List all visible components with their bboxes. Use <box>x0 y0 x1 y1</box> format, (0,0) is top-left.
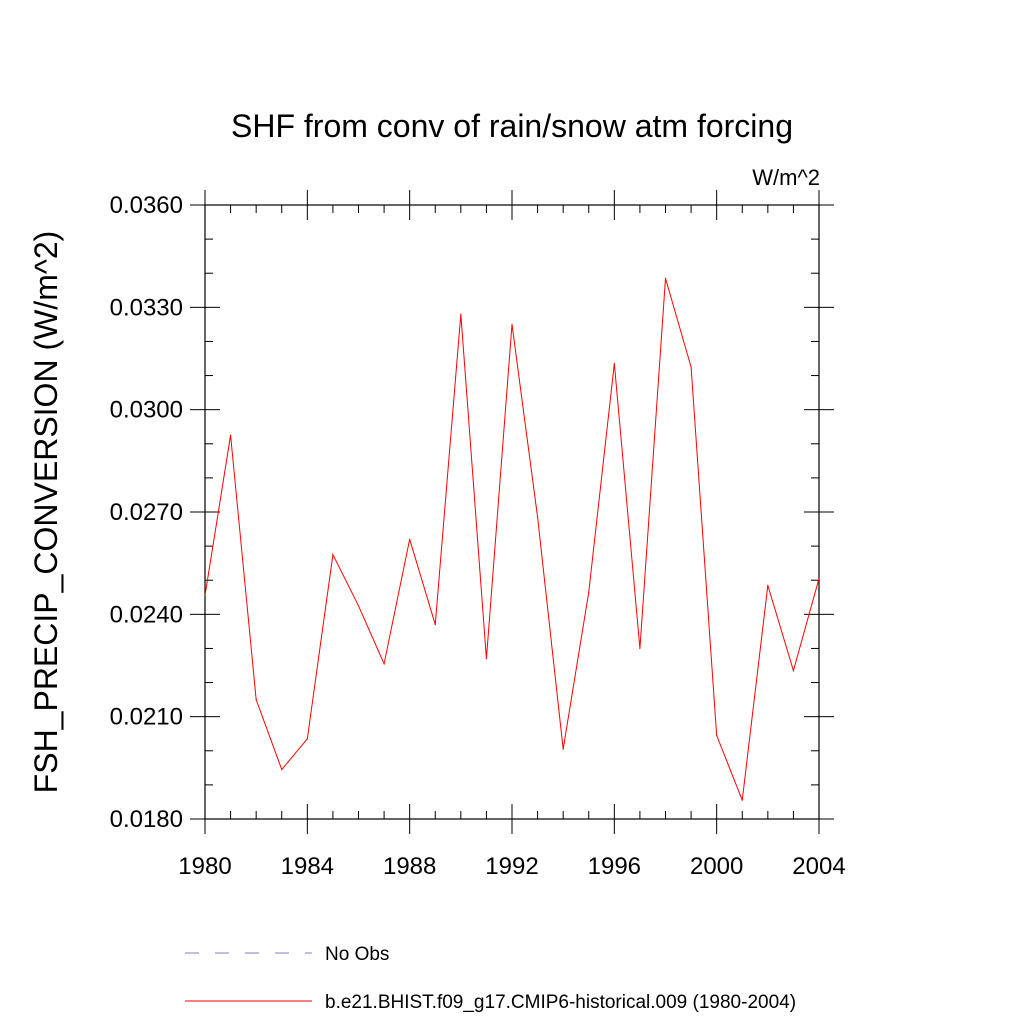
x-tick-label: 1980 <box>178 853 231 880</box>
data-point <box>332 554 334 556</box>
y-tick-label: 0.0240 <box>110 601 183 628</box>
data-point <box>434 623 436 626</box>
data-point <box>792 670 795 672</box>
data-point <box>357 605 360 607</box>
data-point <box>741 799 743 801</box>
data-point <box>255 699 257 701</box>
data-point <box>409 538 411 540</box>
legend: No Obs b.e21.BHIST.f09_g17.CMIP6-histori… <box>185 944 796 1013</box>
y-tick-label: 0.0360 <box>110 192 183 219</box>
series-line <box>204 278 820 801</box>
x-tick-label: 1984 <box>281 853 334 880</box>
data-point <box>588 591 590 593</box>
data-point <box>818 577 820 580</box>
x-tick-label: 2004 <box>792 853 845 880</box>
data-point <box>536 516 539 518</box>
x-tick-label: 1988 <box>383 853 436 880</box>
data-point <box>716 734 718 737</box>
axis-ticks: 1980 1984 1988 1992 1996 2000 2004 0.0180 0.0210… <box>110 190 846 880</box>
data-point <box>690 366 692 368</box>
data-point <box>281 768 283 771</box>
data-point <box>664 277 667 279</box>
y-tick-label: 0.0210 <box>110 704 183 731</box>
data-point <box>767 584 769 586</box>
data-point <box>511 323 513 325</box>
plot-frame <box>204 204 820 820</box>
y-tick-label: 0.0300 <box>110 397 183 424</box>
data-point <box>639 647 641 650</box>
legend-label-no-obs: No Obs <box>325 944 389 965</box>
units-label: W/m^2 <box>752 165 820 190</box>
legend-label-model: b.e21.BHIST.f09_g17.CMIP6-historical.009… <box>325 992 796 1013</box>
data-point <box>204 594 206 597</box>
data-point <box>306 738 308 740</box>
data-point <box>229 434 232 436</box>
data-point <box>460 313 462 315</box>
data-point <box>613 363 615 365</box>
chart-title: SHF from conv of rain/snow atm forcing <box>231 108 793 144</box>
x-tick-label: 1996 <box>588 853 641 880</box>
y-tick-label: 0.0270 <box>110 499 183 526</box>
x-tick-label: 2000 <box>690 853 743 880</box>
series-layer <box>204 277 820 801</box>
data-point <box>562 748 564 750</box>
y-tick-label: 0.0330 <box>110 294 183 321</box>
data-point <box>383 663 385 665</box>
y-tick-label: 0.0180 <box>110 806 183 833</box>
y-axis-label: FSH_PRECIP_CONVERSION (W/m^2) <box>28 231 64 794</box>
data-point <box>485 658 488 660</box>
x-tick-label: 1992 <box>485 853 538 880</box>
